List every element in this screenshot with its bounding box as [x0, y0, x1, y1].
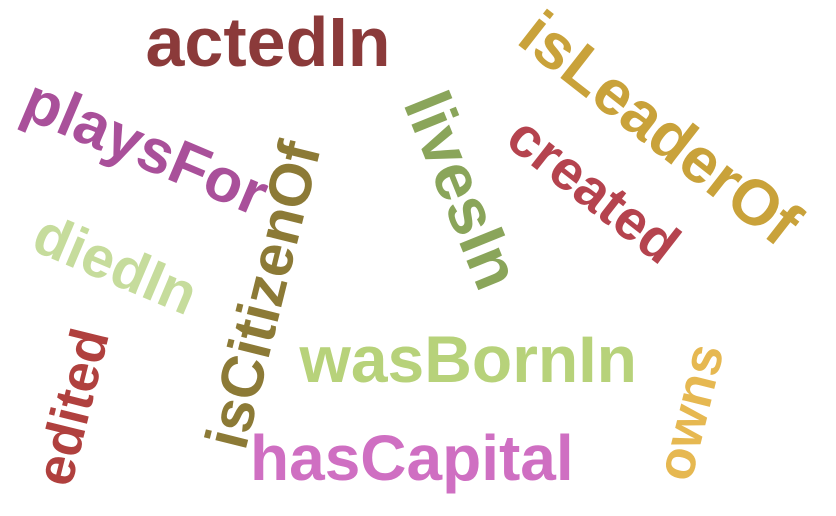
word-actedin: actedIn: [145, 3, 391, 81]
word-owns: owns: [644, 337, 736, 487]
word-hascapital: hasCapital: [250, 422, 574, 494]
word-wasbornin: wasBornIn: [299, 322, 637, 396]
word-livesin: livesIn: [389, 80, 536, 300]
word-diedin: diedIn: [23, 201, 207, 328]
word-edited: edited: [23, 322, 121, 492]
